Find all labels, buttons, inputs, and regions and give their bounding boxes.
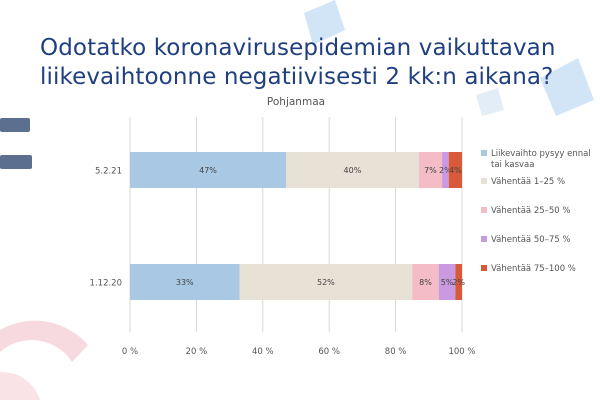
legend-swatch xyxy=(481,207,487,213)
legend-swatch xyxy=(481,236,487,242)
bar-segment xyxy=(239,264,413,300)
x-tick-label: 80 % xyxy=(385,347,407,357)
decor-bar-upper xyxy=(0,118,30,132)
legend-label: Vähentää 25–50 % xyxy=(491,206,570,216)
data-label: 5% xyxy=(441,278,454,287)
slide-title: Odotatko koronavirusepidemian vaikuttava… xyxy=(40,34,580,92)
x-tick-label: 100 % xyxy=(448,347,475,357)
x-tick-label: 60 % xyxy=(318,347,340,357)
legend-swatch xyxy=(481,178,487,184)
bar-segment xyxy=(455,264,462,300)
decor-arc-bottom xyxy=(0,320,88,362)
legend-label: Vähentää 1–25 % xyxy=(491,177,565,187)
data-label: 33% xyxy=(176,278,194,287)
bar-segment xyxy=(412,264,439,300)
decor-square-mid xyxy=(476,88,504,116)
decor-bar-lower xyxy=(0,155,32,169)
slide-title-line-2: liikevaihtoonne negatiivisesti 2 kk:n ai… xyxy=(40,64,554,90)
decor-circle-bottom xyxy=(0,371,40,400)
legend-label: Vähentää 75–100 % xyxy=(491,264,576,274)
bar-segment xyxy=(442,152,449,188)
data-label: 52% xyxy=(317,278,335,287)
x-tick-label: 20 % xyxy=(186,347,208,357)
data-label: 8% xyxy=(419,278,432,287)
legend-swatch xyxy=(481,265,487,271)
bar-segment xyxy=(130,152,287,188)
y-category-label: 1.12.20 xyxy=(90,279,122,289)
x-tick-label: 0 % xyxy=(122,347,138,357)
data-label: 4% xyxy=(449,166,462,175)
data-label: 47% xyxy=(199,166,217,175)
data-label: 40% xyxy=(344,166,362,175)
decor-square-top xyxy=(304,0,345,45)
legend-label: Liikevaihto pysyy ennal xyxy=(491,149,591,159)
y-category-label: 5.2.21 xyxy=(95,167,122,177)
legend-label: Vähentää 50–75 % xyxy=(491,235,570,245)
legend-swatch xyxy=(481,150,487,156)
data-label: 7% xyxy=(424,166,437,175)
data-label: 2% xyxy=(439,166,452,175)
chart-title: Pohjanmaa xyxy=(267,96,325,108)
x-tick-label: 40 % xyxy=(252,347,274,357)
bar-segment xyxy=(438,264,456,300)
legend-label: tai kasvaa xyxy=(491,160,534,170)
decor-square-right xyxy=(540,58,594,116)
bar-segment xyxy=(286,152,419,188)
bar-segment xyxy=(418,152,443,188)
data-label: 2% xyxy=(452,278,465,287)
slide-title-line-1: Odotatko koronavirusepidemian vaikuttava… xyxy=(40,35,556,61)
bar-segment xyxy=(130,264,240,300)
bar-segment xyxy=(448,152,462,188)
